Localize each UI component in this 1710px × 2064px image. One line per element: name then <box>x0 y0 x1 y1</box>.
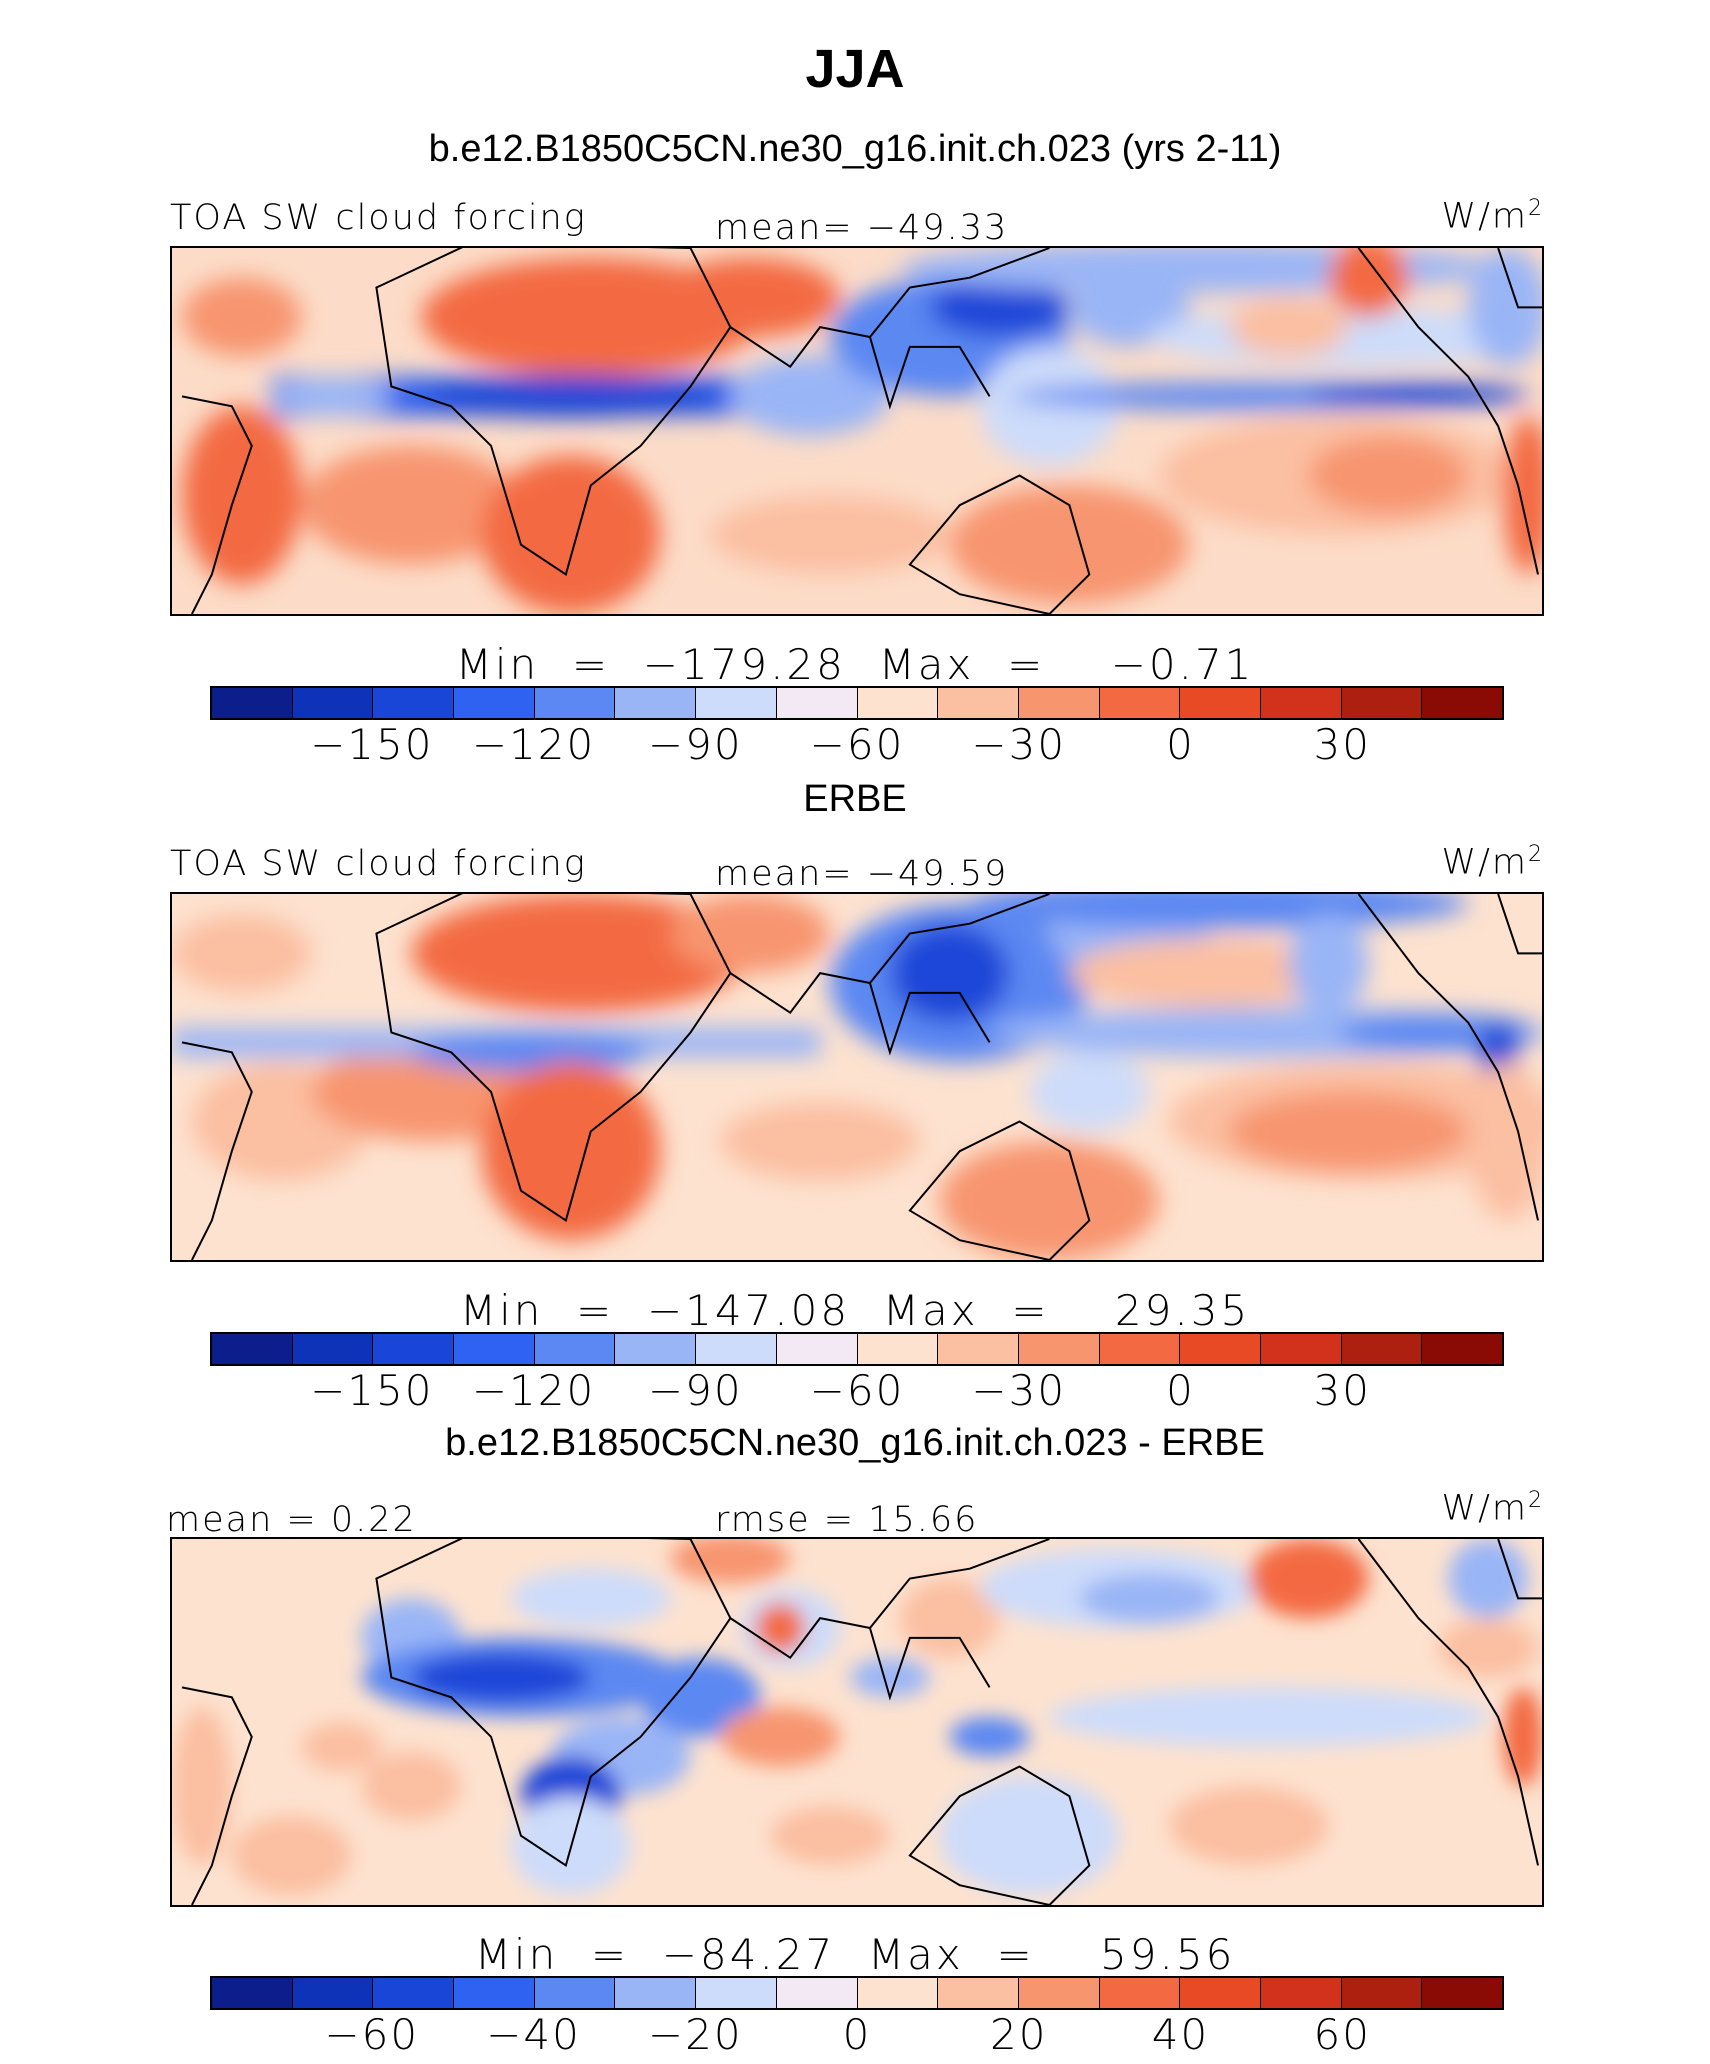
panel-2-title: ERBE <box>803 778 907 820</box>
colorbar-swatch <box>1260 1334 1342 1364</box>
colorbar-swatch <box>1099 1978 1181 2008</box>
panel-2-map <box>170 892 1544 1262</box>
colorbar-swatch <box>857 688 939 718</box>
colorbar-swatch <box>1018 1334 1100 1364</box>
panel-3-colorbar <box>210 1976 1504 2010</box>
colorbar-swatch <box>1422 1334 1502 1364</box>
colorbar-swatch <box>857 1334 939 1364</box>
colorbar-swatch <box>292 688 374 718</box>
colorbar-swatch <box>534 1978 616 2008</box>
colorbar-swatch <box>615 1978 697 2008</box>
colorbar-swatch <box>454 688 535 718</box>
colorbar-swatch <box>938 1334 1019 1364</box>
colorbar-swatch <box>1099 688 1181 718</box>
panel-1-unit-label: W/m2 <box>1441 196 1544 237</box>
panel-1-colorbar <box>210 686 1504 720</box>
colorbar-tick-label: 60 <box>1313 2010 1371 2059</box>
colorbar-swatch <box>454 1334 535 1364</box>
colorbar-tick-label: −120 <box>471 1366 596 1415</box>
colorbar-swatch <box>776 1978 858 2008</box>
colorbar-swatch <box>1180 1978 1261 2008</box>
colorbar-swatch <box>696 1978 777 2008</box>
colorbar-swatch <box>696 1334 777 1364</box>
colorbar-tick-label: −90 <box>647 1366 743 1415</box>
colorbar-swatch <box>454 1978 535 2008</box>
colorbar-swatch <box>1341 1978 1423 2008</box>
colorbar-tick-label: −150 <box>310 720 434 769</box>
panel-1-mean-label: mean= −49.33 <box>715 208 1009 248</box>
colorbar-swatch <box>534 1334 616 1364</box>
panel-3-title: b.e12.B1850C5CN.ne30_g16.init.ch.023 - E… <box>445 1422 1265 1464</box>
colorbar-swatch <box>615 1334 697 1364</box>
colorbar-tick-label: −60 <box>809 1366 905 1415</box>
colorbar-swatch <box>373 688 455 718</box>
panel-1-min-max-label: Min = −179.28 Max = −0.71 <box>455 640 1255 689</box>
colorbar-tick-label: −120 <box>471 720 596 769</box>
panel-1-title: b.e12.B1850C5CN.ne30_g16.init.ch.023 (yr… <box>428 128 1282 170</box>
colorbar-tick-label: −150 <box>310 1366 434 1415</box>
colorbar-swatch <box>534 688 616 718</box>
colorbar-tick-label: 0 <box>842 2010 872 2059</box>
colorbar-swatch <box>212 1334 293 1364</box>
colorbar-swatch <box>615 688 697 718</box>
colorbar-swatch <box>1180 1334 1261 1364</box>
figure-title: JJA <box>805 39 905 99</box>
colorbar-tick-label: 40 <box>1151 2010 1210 2059</box>
colorbar-tick-label: 20 <box>990 2010 1048 2059</box>
colorbar-swatch <box>1341 688 1423 718</box>
colorbar-swatch <box>1180 688 1261 718</box>
panel-1-colorbar-ticks: −150 −120 −90 −60 −30 0 30 <box>210 720 1504 770</box>
colorbar-swatch <box>292 1978 374 2008</box>
colorbar-tick-label: −60 <box>324 2010 420 2059</box>
colorbar-tick-label: −30 <box>971 1366 1067 1415</box>
colorbar-swatch <box>1341 1334 1423 1364</box>
colorbar-swatch <box>292 1334 374 1364</box>
panel-3-rmse-label: rmse = 15.66 <box>715 1500 979 1540</box>
colorbar-swatch <box>1260 688 1342 718</box>
colorbar-tick-label: 0 <box>1166 720 1195 769</box>
panel-3-unit-label: W/m2 <box>1441 1488 1544 1529</box>
panel-3-mean-label: mean = 0.22 <box>166 1500 417 1540</box>
panel-3-colorbar-ticks: −60 −40 −20 0 20 40 60 <box>210 2010 1504 2060</box>
colorbar-swatch <box>1260 1978 1342 2008</box>
panel-2-mean-label: mean= −49.59 <box>715 854 1009 894</box>
colorbar-swatch <box>212 1978 293 2008</box>
panel-1-map <box>170 246 1544 616</box>
colorbar-tick-label: −90 <box>647 720 743 769</box>
colorbar-swatch <box>938 1978 1019 2008</box>
colorbar-swatch <box>938 688 1019 718</box>
panel-2-variable-label: TOA SW cloud forcing <box>170 844 587 884</box>
colorbar-tick-label: −40 <box>486 2010 581 2059</box>
colorbar-swatch <box>1099 1334 1181 1364</box>
colorbar-swatch <box>1018 1978 1100 2008</box>
colorbar-swatch <box>857 1978 939 2008</box>
colorbar-tick-label: −30 <box>971 720 1067 769</box>
colorbar-tick-label: 30 <box>1313 720 1371 769</box>
colorbar-swatch <box>373 1978 455 2008</box>
colorbar-tick-label: 30 <box>1313 1366 1371 1415</box>
panel-2-min-max-label: Min = −147.08 Max = 29.35 <box>459 1286 1251 1335</box>
colorbar-swatch <box>776 688 858 718</box>
panel-2-colorbar-ticks: −150 −120 −90 −60 −30 0 30 <box>210 1366 1504 1416</box>
colorbar-swatch <box>1018 688 1100 718</box>
colorbar-swatch <box>1422 1978 1502 2008</box>
colorbar-swatch <box>373 1334 455 1364</box>
panel-2-colorbar <box>210 1332 1504 1366</box>
colorbar-tick-label: 0 <box>1166 1366 1195 1415</box>
colorbar-swatch <box>212 688 293 718</box>
panel-3-map <box>170 1537 1544 1907</box>
colorbar-tick-label: −20 <box>647 2010 743 2059</box>
colorbar-swatch <box>1422 688 1502 718</box>
panel-2-unit-label: W/m2 <box>1441 842 1544 883</box>
panel-1-variable-label: TOA SW cloud forcing <box>170 198 587 238</box>
colorbar-tick-label: −60 <box>809 720 905 769</box>
panel-3-min-max-label: Min = −84.27 Max = 59.56 <box>474 1930 1236 1979</box>
colorbar-swatch <box>776 1334 858 1364</box>
colorbar-swatch <box>696 688 777 718</box>
